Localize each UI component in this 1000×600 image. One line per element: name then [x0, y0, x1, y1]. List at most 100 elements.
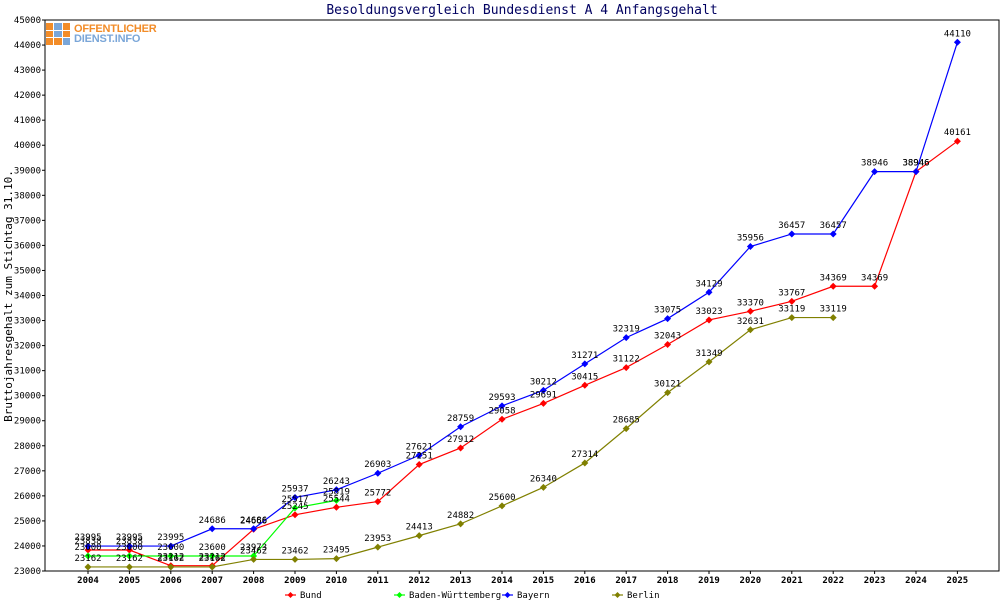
- data-point: [498, 402, 506, 410]
- data-point: [788, 297, 796, 305]
- data-point: [953, 137, 961, 145]
- data-label: 32631: [737, 317, 764, 327]
- y-tick-label: 44000: [14, 41, 41, 51]
- data-point: [829, 230, 837, 238]
- x-tick-label: 2011: [367, 576, 389, 586]
- data-label: 24686: [240, 516, 267, 526]
- y-tick-label: 30000: [14, 392, 41, 402]
- data-label: 40161: [944, 128, 971, 138]
- data-label: 27912: [447, 435, 474, 445]
- data-label: 32319: [613, 325, 640, 335]
- y-tick-label: 36000: [14, 241, 41, 251]
- data-label: 38946: [902, 159, 929, 169]
- y-tick-label: 38000: [14, 191, 41, 201]
- data-point: [912, 168, 920, 176]
- logo-text-line1: OFFENTLICHER: [74, 23, 157, 35]
- data-label: 27251: [406, 452, 433, 462]
- series-bund: [84, 137, 961, 570]
- data-labels: 23838 23838 23212 23212 24666 25245 25544 25772…: [74, 29, 970, 564]
- data-label: 34129: [695, 279, 722, 289]
- data-label: 26340: [530, 474, 557, 484]
- data-label: 23995: [157, 533, 184, 543]
- y-axis: 23000 24000 25000 26000 27000 28000 29000 30000…: [14, 16, 45, 577]
- data-point: [746, 326, 754, 334]
- x-tick-label: 2020: [740, 576, 762, 586]
- y-tick-label: 45000: [14, 16, 41, 26]
- data-point: [167, 563, 175, 571]
- y-tick-label: 41000: [14, 116, 41, 126]
- data-label: 27621: [406, 442, 433, 452]
- data-point: [746, 307, 754, 315]
- data-point: [291, 511, 299, 519]
- data-label: 31122: [613, 355, 640, 365]
- y-tick-label: 25000: [14, 517, 41, 527]
- legend: Bund Baden-Württemberg Bayern Berlin: [285, 591, 660, 600]
- series-berlin: [84, 314, 837, 571]
- data-point: [622, 334, 630, 342]
- data-label: 29691: [530, 390, 557, 400]
- x-tick-label: 2012: [408, 576, 430, 586]
- y-tick-label: 24000: [14, 542, 41, 552]
- data-point: [84, 546, 92, 554]
- data-point: [829, 314, 837, 322]
- data-point: [125, 552, 133, 560]
- x-tick-label: 2007: [201, 576, 223, 586]
- data-point: [84, 542, 92, 550]
- data-label: 23162: [157, 554, 184, 564]
- data-point: [746, 243, 754, 251]
- x-tick-label: 2008: [243, 576, 265, 586]
- data-point: [84, 563, 92, 571]
- data-point: [788, 314, 796, 322]
- x-tick-label: 2021: [781, 576, 803, 586]
- data-point: [664, 389, 672, 397]
- data-point: [291, 504, 299, 512]
- data-label: 23462: [240, 546, 267, 556]
- data-label: 23162: [199, 554, 226, 564]
- data-label: 23495: [323, 546, 350, 556]
- y-tick-label: 23000: [14, 567, 41, 577]
- y-tick-label: 26000: [14, 492, 41, 502]
- y-tick-label: 34000: [14, 292, 41, 302]
- data-label: 31271: [571, 351, 598, 361]
- data-point: [705, 288, 713, 296]
- data-point: [498, 415, 506, 423]
- data-point: [374, 543, 382, 551]
- data-point: [705, 316, 713, 324]
- data-label: 25600: [488, 493, 515, 503]
- data-label: 26243: [323, 477, 350, 487]
- data-label: 24666: [240, 516, 267, 526]
- data-label: 24882: [447, 511, 474, 521]
- y-axis-label: Bruttojahresgehalt zum Stichtag 31.10.: [2, 170, 15, 422]
- data-point: [415, 532, 423, 540]
- data-point: [871, 168, 879, 176]
- y-tick-label: 37000: [14, 216, 41, 226]
- data-label: 38946: [861, 159, 888, 169]
- x-tick-label: 2004: [77, 576, 99, 586]
- y-tick-label: 35000: [14, 266, 41, 276]
- data-point: [415, 451, 423, 459]
- series-bayern: [84, 38, 961, 550]
- data-label: 23600: [116, 543, 143, 553]
- data-point: [167, 552, 175, 560]
- data-label: 30121: [654, 380, 681, 390]
- x-tick-label: 2016: [574, 576, 596, 586]
- data-point: [167, 542, 175, 550]
- x-tick-label: 2010: [326, 576, 348, 586]
- data-point: [622, 364, 630, 372]
- y-tick-label: 40000: [14, 141, 41, 151]
- y-tick-label: 42000: [14, 91, 41, 101]
- x-tick-label: 2025: [947, 576, 969, 586]
- data-label: 24686: [199, 516, 226, 526]
- x-tick-label: 2017: [615, 576, 637, 586]
- data-label: 23600: [74, 543, 101, 553]
- data-label: 23600: [157, 543, 184, 553]
- data-label: 23162: [116, 554, 143, 564]
- legend-marker: [504, 592, 511, 598]
- series-line: [88, 140, 958, 567]
- x-tick-label: 2022: [822, 576, 844, 586]
- data-point: [788, 230, 796, 238]
- data-point: [125, 546, 133, 554]
- data-label: 35956: [737, 234, 764, 244]
